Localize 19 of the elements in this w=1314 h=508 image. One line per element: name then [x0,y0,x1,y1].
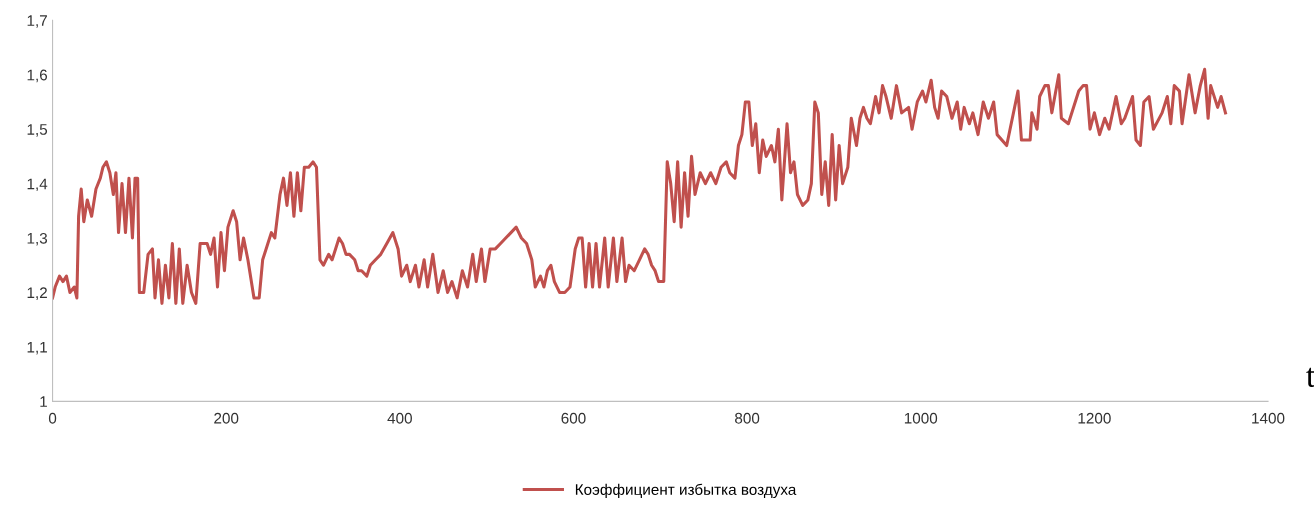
x-tick-label: 0 [48,412,57,424]
y-tick-label: 1,5 [27,124,48,137]
y-tick-label: 1,3 [27,232,48,246]
x-axis-title: t [1306,367,1314,387]
x-tick-label: 1400 [1252,412,1285,424]
y-tick-label: 1,7 [27,15,47,28]
y-tick-label: 1 [40,396,47,407]
x-tick-label: 400 [387,412,412,424]
x-tick-label: 200 [214,412,239,424]
y-tick-label: 1,2 [27,287,47,300]
x-tick-label: 1200 [1078,412,1111,424]
x-tick-label: 600 [561,412,586,424]
legend-label: Коэффициент избытка воздуха [575,483,797,499]
y-tick-label: 1,6 [27,69,48,83]
line-series [52,67,1227,305]
y-tick-label: 1,1 [27,341,47,355]
y-tick-label: 1,4 [27,178,48,192]
x-tick-label: 1000 [904,412,938,424]
x-tick-label: 800 [735,412,760,424]
